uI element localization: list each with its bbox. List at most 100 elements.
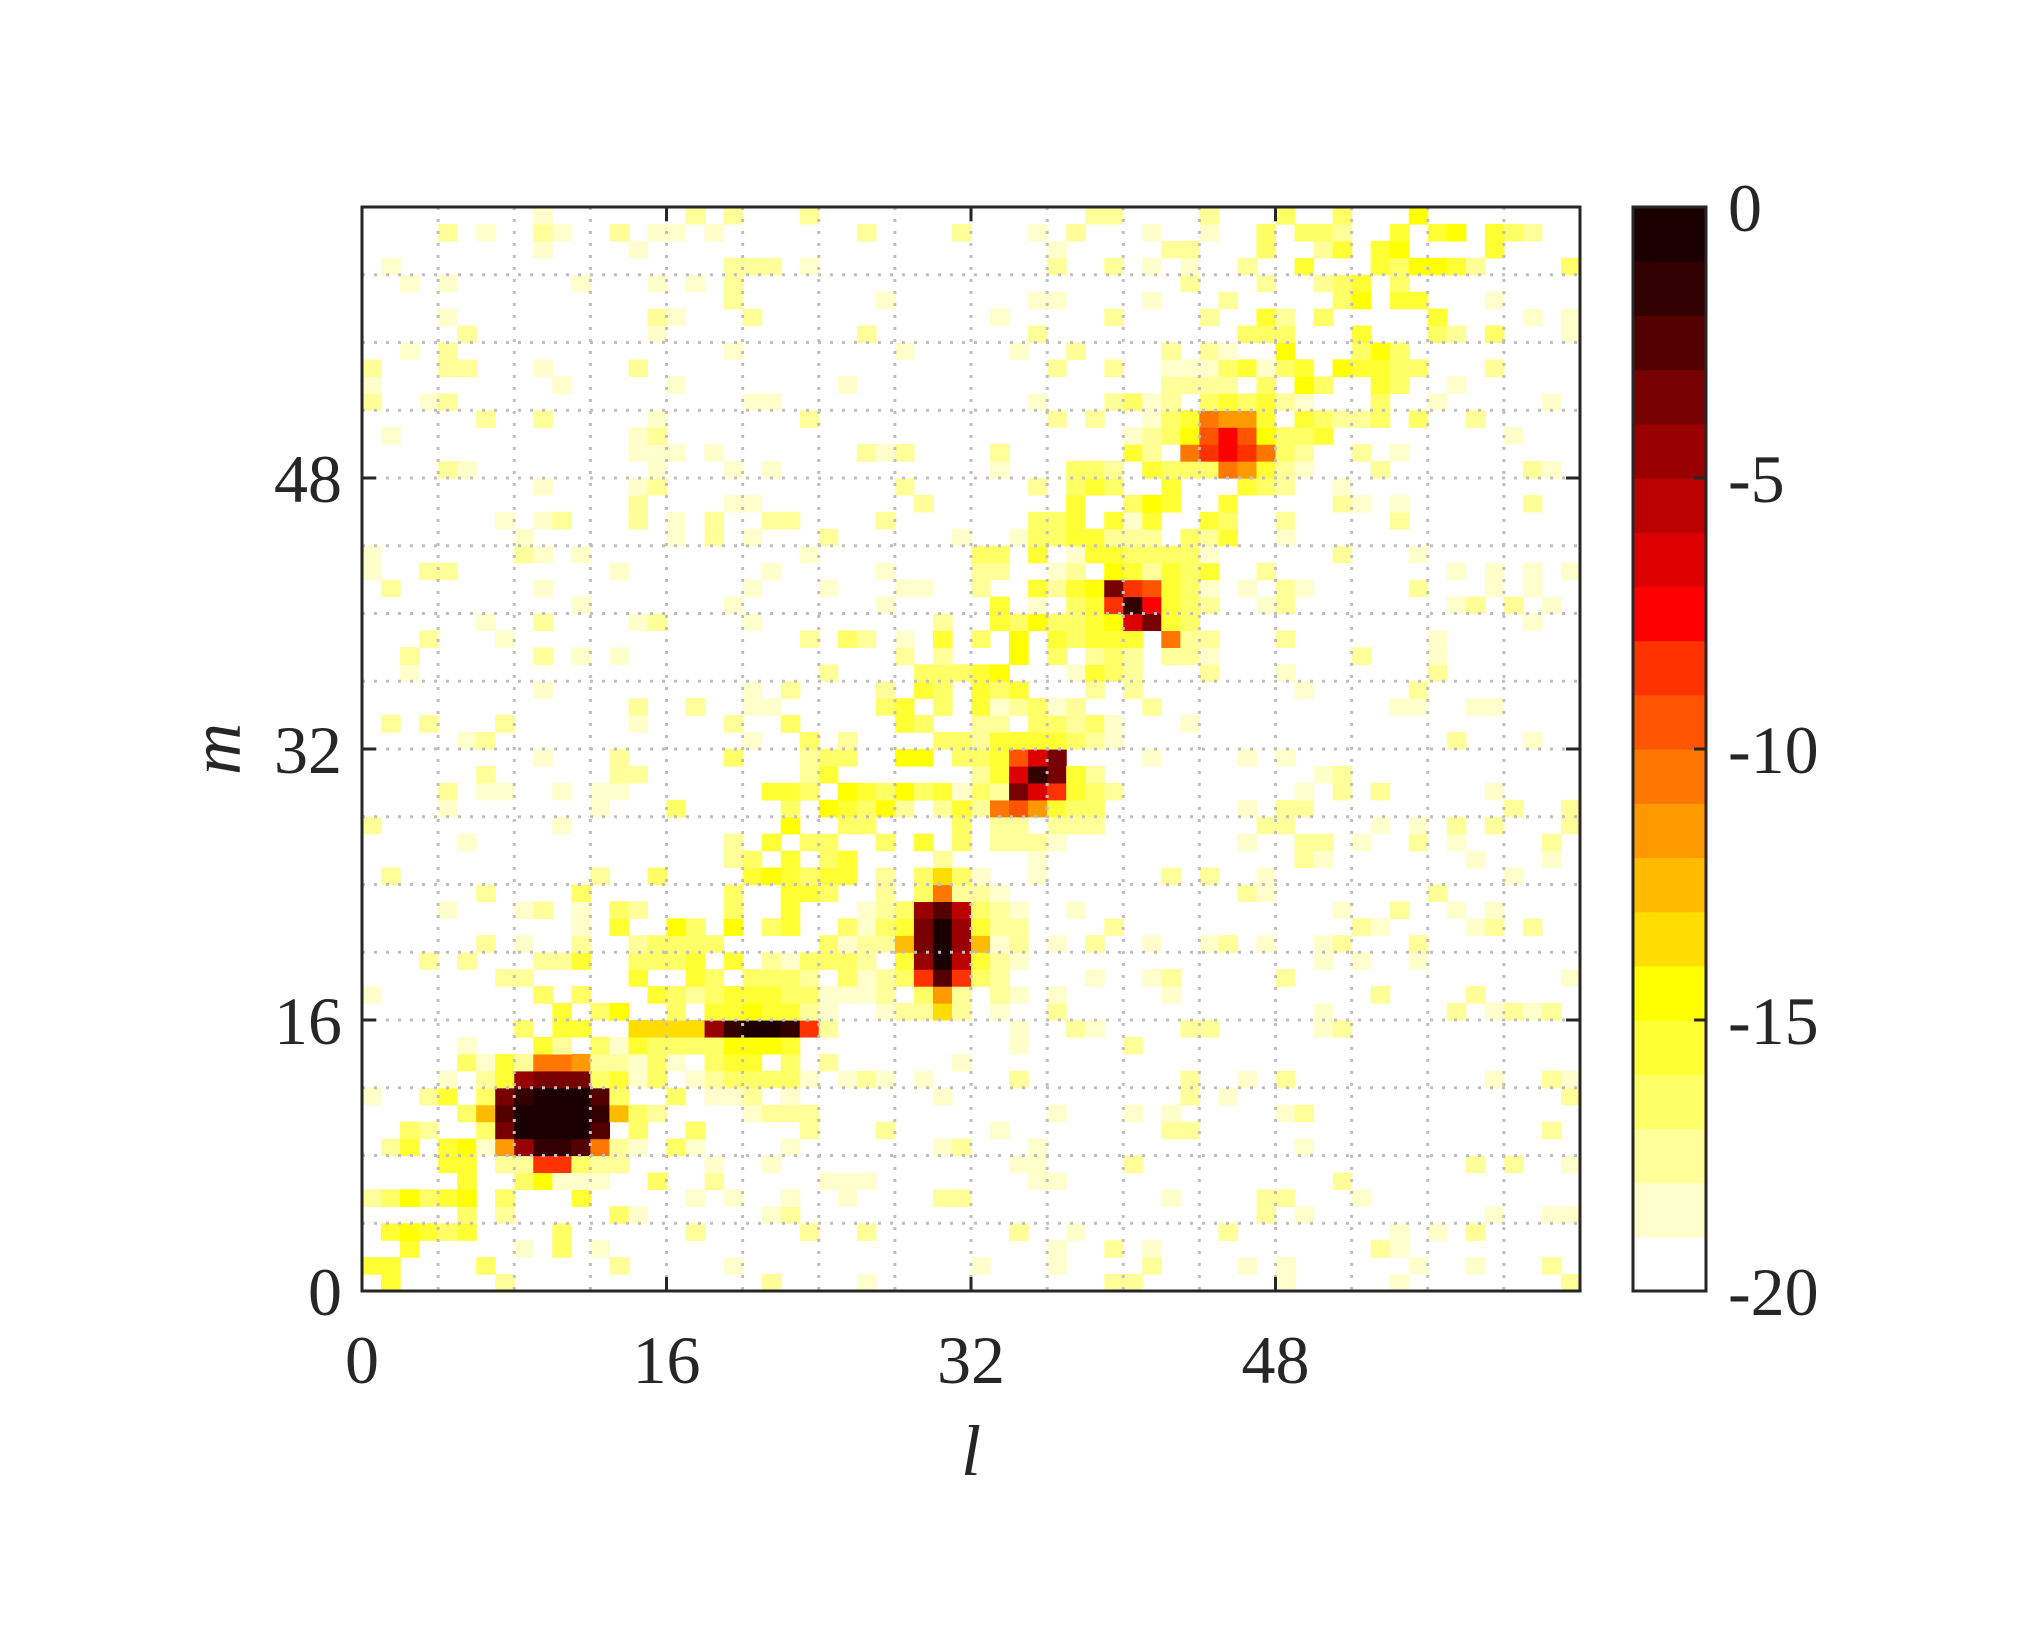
heatmap-cell xyxy=(457,1053,477,1072)
heatmap-cell xyxy=(971,715,991,733)
heatmap-cell xyxy=(685,952,706,970)
heatmap-cell xyxy=(990,952,1010,970)
heatmap-cell xyxy=(1313,240,1334,259)
heatmap-cell xyxy=(1465,698,1486,716)
heatmap-cell xyxy=(799,1020,820,1038)
heatmap-cell xyxy=(571,952,591,970)
heatmap-cell xyxy=(1275,1070,1296,1089)
heatmap-cell xyxy=(799,765,820,784)
heatmap-cell xyxy=(990,765,1010,784)
heatmap-cell xyxy=(742,308,763,327)
heatmap-cell xyxy=(1522,732,1543,750)
heatmap-cell xyxy=(723,850,744,869)
colorbar-band xyxy=(1633,423,1706,479)
heatmap-cell xyxy=(1237,257,1258,276)
heatmap-cell xyxy=(723,749,744,767)
heatmap-cell xyxy=(932,681,953,699)
heatmap-cell xyxy=(552,1020,572,1038)
heatmap-cell xyxy=(990,816,1010,835)
heatmap-cell xyxy=(362,359,382,377)
heatmap-cell xyxy=(894,444,915,462)
heatmap-cell xyxy=(761,562,782,581)
heatmap-cell xyxy=(609,647,630,665)
heatmap-cell xyxy=(1009,816,1029,835)
heatmap-cell xyxy=(1294,444,1315,462)
heatmap-cell xyxy=(495,1138,515,1157)
heatmap-cell xyxy=(1066,545,1086,564)
heatmap-cell xyxy=(1351,952,1372,970)
heatmap-cell xyxy=(1351,291,1372,310)
heatmap-cell xyxy=(1066,342,1086,361)
heatmap-cell xyxy=(1047,1172,1067,1190)
heatmap-cell xyxy=(742,257,763,276)
heatmap-cell xyxy=(951,1189,972,1207)
heatmap-cell xyxy=(856,969,877,987)
heatmap-cell xyxy=(438,1087,458,1106)
heatmap-cell xyxy=(1009,782,1029,801)
heatmap-cell xyxy=(1294,681,1315,699)
heatmap-cell xyxy=(514,969,534,987)
heatmap-cell xyxy=(1370,816,1391,835)
heatmap-cell xyxy=(1161,986,1181,1004)
heatmap-cell xyxy=(1028,765,1048,784)
heatmap-cell xyxy=(628,427,649,445)
colorbar-tick-label: -15 xyxy=(1728,983,1819,1059)
heatmap-cell xyxy=(799,1104,820,1123)
heatmap-cell xyxy=(799,1070,820,1089)
heatmap-cell xyxy=(723,986,744,1004)
heatmap-cell xyxy=(990,799,1010,818)
heatmap-cell xyxy=(1028,596,1048,615)
heatmap-cell xyxy=(932,884,953,903)
heatmap-cell xyxy=(951,1003,972,1021)
heatmap-cell xyxy=(799,207,820,225)
heatmap-cell xyxy=(742,579,763,598)
heatmap-cell xyxy=(1123,528,1143,547)
heatmap-cell xyxy=(1104,630,1124,648)
colorbar-band xyxy=(1633,694,1706,750)
heatmap-cell xyxy=(1465,410,1486,428)
heatmap-cell xyxy=(1484,1070,1505,1089)
heatmap-cell xyxy=(932,969,953,987)
heatmap-cell xyxy=(761,1274,782,1292)
heatmap-cell xyxy=(951,749,972,767)
heatmap-cell xyxy=(362,562,382,581)
heatmap-cell xyxy=(1199,579,1220,598)
heatmap-cell xyxy=(438,223,458,242)
heatmap-cell xyxy=(1123,444,1143,462)
heatmap-cell xyxy=(1294,782,1315,801)
heatmap-cell xyxy=(1389,291,1410,310)
heatmap-cell xyxy=(1560,1087,1581,1106)
heatmap-cell xyxy=(894,782,915,801)
heatmap-cell xyxy=(990,1121,1010,1140)
heatmap-cell xyxy=(913,833,934,852)
heatmap-cell xyxy=(476,1070,496,1089)
heatmap-cell xyxy=(362,986,382,1004)
heatmap-cell xyxy=(1275,579,1296,598)
heatmap-cell xyxy=(1218,427,1239,445)
heatmap-cell xyxy=(1066,562,1086,581)
heatmap-cell xyxy=(723,833,744,852)
heatmap-cell xyxy=(742,393,763,411)
heatmap-cell xyxy=(1047,647,1067,665)
heatmap-cell xyxy=(1066,816,1086,835)
heatmap-cell xyxy=(1009,749,1029,767)
heatmap-cell xyxy=(457,359,477,377)
heatmap-cell xyxy=(1541,596,1562,615)
heatmap-cell xyxy=(1370,359,1391,377)
heatmap-cell xyxy=(609,1206,630,1224)
heatmap-cell xyxy=(913,901,934,919)
heatmap-cell xyxy=(628,359,649,377)
heatmap-cell xyxy=(799,782,820,801)
heatmap-cell xyxy=(438,393,458,411)
heatmap-cell xyxy=(1028,545,1048,564)
heatmap-cell xyxy=(400,274,420,293)
heatmap-cell xyxy=(1028,833,1048,852)
heatmap-cell xyxy=(742,1070,763,1089)
heatmap-cell xyxy=(1047,749,1067,767)
heatmap-cell xyxy=(1142,410,1162,428)
heatmap-cell xyxy=(1560,562,1581,581)
heatmap-cell xyxy=(1142,579,1162,598)
heatmap-cell xyxy=(1142,698,1162,716)
heatmap-cell xyxy=(685,918,706,936)
x-tick-label: 16 xyxy=(633,1322,701,1398)
